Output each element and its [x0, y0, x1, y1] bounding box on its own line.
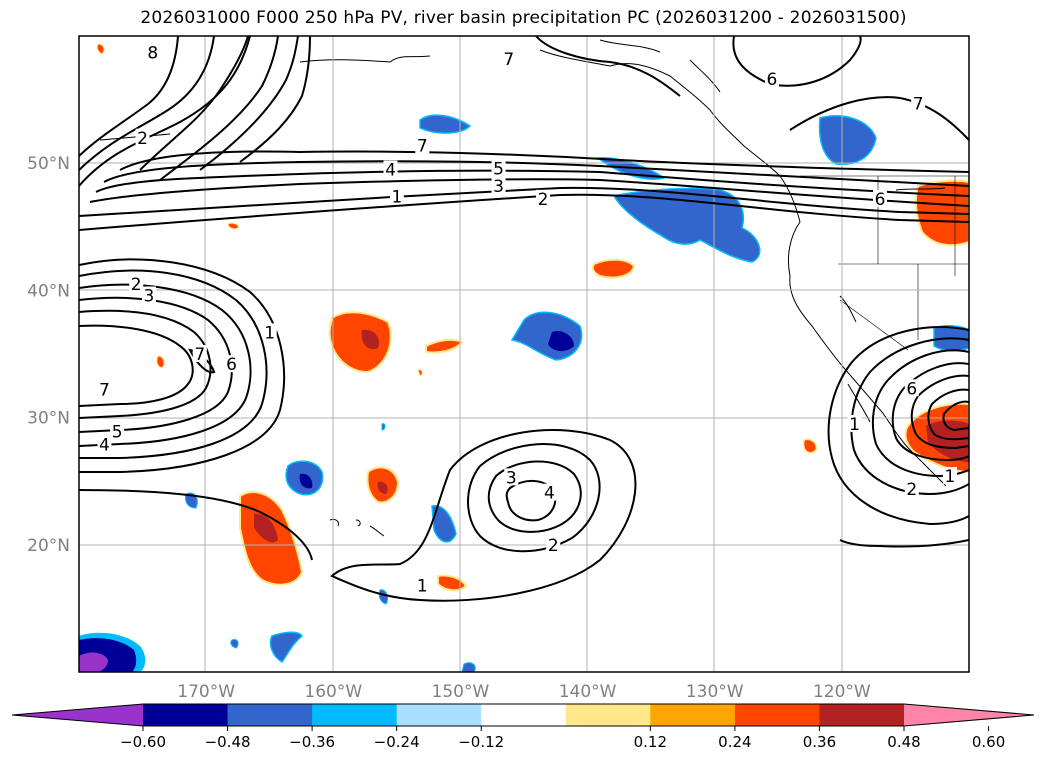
pv-contour-label-bg [536, 189, 551, 207]
colorbar-tick-label: −0.12 [458, 733, 504, 751]
lon-tick-label: 120°W [813, 682, 871, 702]
pv-contour-label: 7 [417, 136, 428, 156]
pv-contour-label-bg [135, 128, 150, 146]
pv-contour-label-bg [145, 43, 160, 61]
pv-contour-label: 7 [913, 94, 924, 114]
lat-tick-label: 40°N [27, 281, 70, 301]
pv-contour-label: 6 [226, 355, 237, 375]
pv-contour-label-bg [764, 70, 779, 88]
pv-contour-label-bg [224, 355, 239, 373]
pv-contour-label-bg [141, 286, 156, 304]
colorbar-tick-label: 0.36 [803, 733, 836, 751]
colorbar-tick-label: −0.24 [374, 733, 420, 751]
lat-tick-label: 30°N [27, 409, 70, 429]
colorbar-tick-label: −0.48 [205, 733, 251, 751]
pv-contour-label-bg [383, 160, 398, 178]
pv-contour-label-bg [491, 177, 506, 195]
pv-contour-label: 6 [767, 70, 778, 90]
lon-tick-label: 160°W [304, 682, 362, 702]
axis-tick-labels: 20°N 30°N 40°N 50°N 170°W 160°W 150°W 140°W 130°… [27, 154, 871, 702]
lon-tick-label: 140°W [559, 682, 617, 702]
pv-contour-label: 1 [945, 467, 956, 487]
pv-contour-label-bg [192, 345, 207, 362]
lon-tick-label: 150°W [432, 682, 490, 702]
pv-contour-label-bg [501, 49, 516, 67]
pv-contour-label-bg [847, 414, 862, 432]
pv-contour-label-bg [97, 435, 112, 453]
pv-contour-label: 2 [906, 480, 917, 500]
colorbar-tick-label: 0.24 [718, 733, 751, 751]
pv-contour-label: 2 [137, 129, 148, 149]
colorbar-extend-low [12, 704, 143, 726]
pv-contour-label-bg [942, 467, 957, 485]
lon-tick-label: 130°W [686, 682, 744, 702]
pv-contour-label: 6 [875, 190, 886, 210]
pv-contour-label-bg [873, 189, 887, 207]
pv-contour-label: 3 [144, 286, 155, 306]
pv-contour-label: 2 [548, 536, 559, 556]
pv-contour-label-bg [491, 159, 506, 177]
colorbar-extend-high [904, 704, 1034, 726]
pv-contour-label-bg [504, 468, 519, 486]
pv-contour-label-bg [415, 136, 430, 154]
map-frame [78, 35, 970, 673]
map-title: 2026031000 F000 250 hPa PV, river basin … [140, 8, 907, 28]
pv-contour-label: 2 [131, 275, 142, 295]
colorbar-tick-label: 0.12 [634, 733, 667, 751]
colorbar-segment [227, 704, 313, 726]
pv-contour-label: 3 [493, 177, 504, 197]
pv-contour-label: 5 [112, 423, 123, 443]
pv-contour-label: 4 [385, 161, 396, 181]
colorbar-segment [312, 704, 398, 726]
coastlines [99, 39, 947, 537]
colorbar-tick-label: −0.60 [120, 733, 166, 751]
lat-tick-label: 20°N [27, 536, 70, 556]
pv-contour-label-bg [904, 479, 919, 497]
colorbar-segment [734, 704, 820, 726]
pv-contours [79, 36, 969, 602]
pv-contour-label: 6 [906, 379, 917, 399]
pv-contour-label-bg [389, 187, 404, 205]
pv-contour-label: 7 [99, 381, 110, 401]
pv-contour-label-bg [110, 422, 125, 440]
pv-contour-label: 5 [493, 159, 504, 179]
colorbar-segment [481, 704, 567, 726]
pv-contour-label: 1 [849, 415, 860, 435]
pv-contour-label-bg [911, 94, 926, 112]
colorbar-tick-label: −0.36 [289, 733, 335, 751]
colorbar-segment [143, 704, 229, 726]
pv-contour-label: 4 [544, 484, 555, 504]
pv-contour-label-bg [97, 380, 112, 398]
pv-contour-label-bg [904, 379, 919, 397]
colorbar: −0.60 −0.48 −0.36 −0.24 −0.12 0.12 0.24 0.36 0.4… [11, 703, 1035, 751]
pv-contour-label-bg [129, 275, 144, 293]
colorbar-tick-label: 0.48 [887, 733, 920, 751]
colorbar-segment [396, 704, 482, 726]
pv-contour-label: 8 [147, 44, 158, 64]
pv-contour-label-bg [415, 576, 430, 594]
pv-contour-label-bg [262, 323, 277, 341]
lat-tick-label: 50°N [27, 154, 70, 174]
colorbar-segment [565, 704, 651, 726]
lon-tick-label: 170°W [177, 682, 235, 702]
colorbar-segment [650, 704, 736, 726]
pv-contour-label: 4 [99, 435, 110, 455]
pv-contour-label: 1 [417, 577, 428, 597]
pv-contour-label: 1 [264, 323, 275, 343]
colorbar-tick-label: 0.60 [972, 733, 1005, 751]
pv-contour-label: 1 [391, 187, 402, 207]
precipitation-shading [79, 43, 969, 672]
pv-contour-label: 3 [506, 468, 517, 488]
pv-contour-label: 7 [194, 345, 205, 365]
colorbar-segment [819, 704, 905, 726]
pv-contour-label: 2 [538, 190, 549, 210]
pv-contour-label: 7 [503, 50, 514, 70]
pv-contour-label-bg [546, 535, 561, 553]
pv-contour-label-bg [542, 483, 557, 501]
